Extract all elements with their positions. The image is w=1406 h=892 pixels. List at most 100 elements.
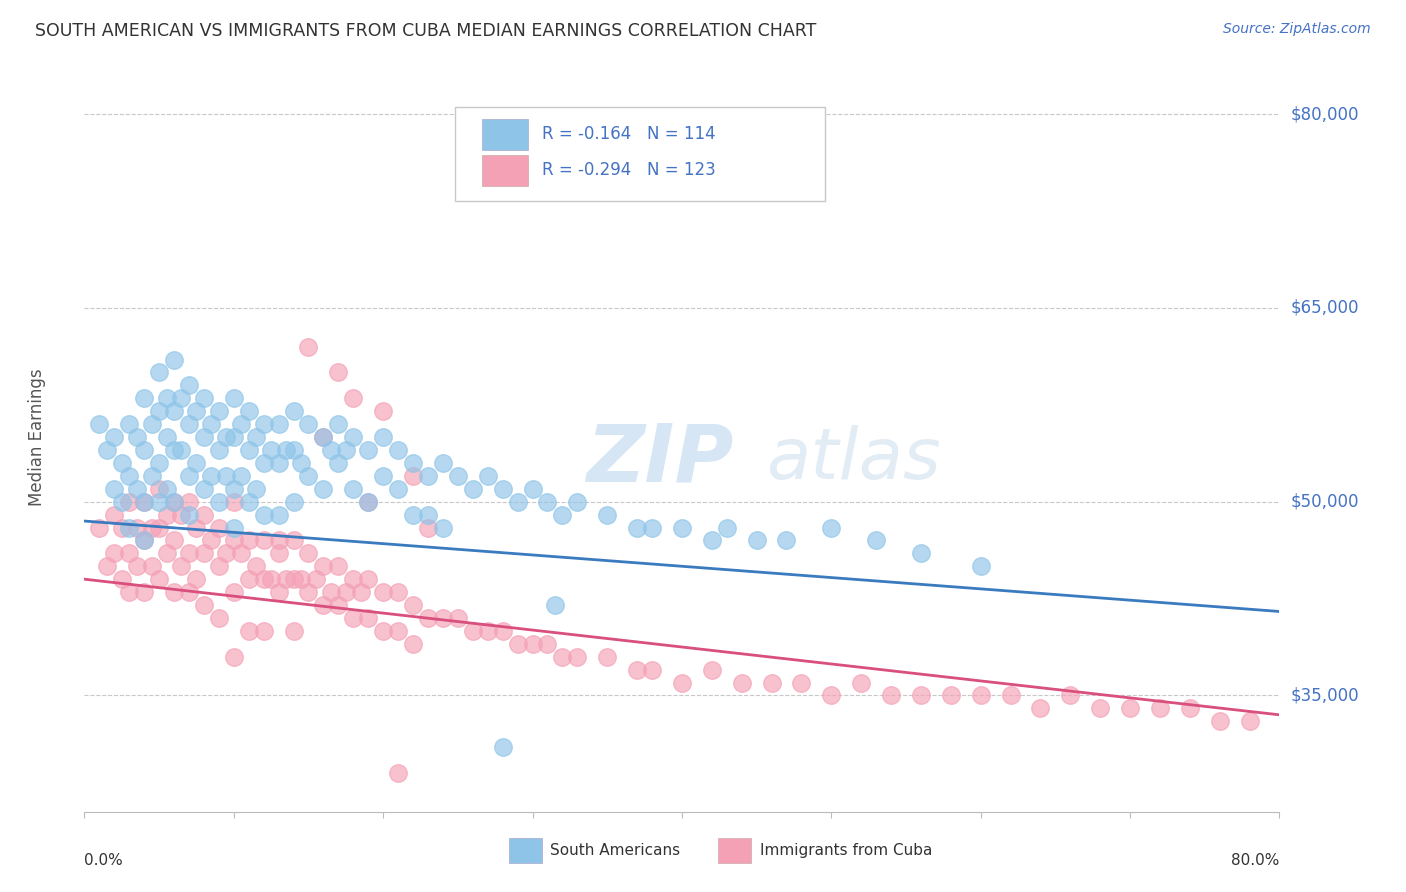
Point bbox=[1119, 701, 1142, 715]
Point bbox=[328, 366, 350, 380]
Text: $50,000: $50,000 bbox=[1291, 492, 1360, 511]
Point bbox=[89, 417, 111, 432]
Point bbox=[208, 494, 231, 508]
Point bbox=[267, 546, 290, 560]
Point bbox=[186, 456, 208, 470]
Point bbox=[522, 482, 544, 496]
Point bbox=[342, 392, 364, 406]
Point bbox=[312, 482, 335, 496]
Point bbox=[328, 559, 350, 574]
Point bbox=[851, 675, 873, 690]
Point bbox=[177, 468, 200, 483]
Point bbox=[432, 520, 454, 534]
Point bbox=[551, 649, 574, 664]
Point bbox=[357, 494, 380, 508]
Point bbox=[267, 585, 290, 599]
Point bbox=[283, 572, 305, 586]
Point bbox=[222, 494, 245, 508]
Point bbox=[283, 624, 305, 638]
Point bbox=[416, 520, 439, 534]
Point bbox=[290, 456, 312, 470]
Point bbox=[96, 559, 118, 574]
Point bbox=[761, 675, 783, 690]
Point bbox=[245, 559, 267, 574]
Point bbox=[342, 482, 364, 496]
Point bbox=[335, 442, 357, 457]
Point bbox=[492, 624, 515, 638]
Point bbox=[125, 430, 148, 444]
Point bbox=[260, 442, 283, 457]
Point bbox=[319, 442, 342, 457]
Point bbox=[328, 456, 350, 470]
Point bbox=[163, 585, 186, 599]
Point bbox=[125, 520, 148, 534]
Point bbox=[111, 494, 134, 508]
Point bbox=[155, 482, 177, 496]
Point bbox=[238, 624, 260, 638]
Text: $65,000: $65,000 bbox=[1291, 299, 1360, 317]
Point bbox=[671, 675, 693, 690]
Text: $35,000: $35,000 bbox=[1291, 687, 1360, 705]
Point bbox=[492, 482, 515, 496]
Point bbox=[402, 508, 425, 522]
Point bbox=[267, 417, 290, 432]
Point bbox=[200, 417, 222, 432]
Point bbox=[626, 663, 648, 677]
Point bbox=[461, 482, 484, 496]
Point bbox=[111, 520, 134, 534]
Point bbox=[551, 508, 574, 522]
Point bbox=[402, 468, 425, 483]
Point bbox=[387, 442, 409, 457]
Point bbox=[416, 508, 439, 522]
Point bbox=[132, 494, 156, 508]
Point bbox=[141, 559, 163, 574]
Point bbox=[132, 585, 156, 599]
Point bbox=[1149, 701, 1171, 715]
Point bbox=[200, 533, 222, 548]
Point bbox=[170, 392, 193, 406]
Point bbox=[283, 404, 305, 418]
Bar bbox=[482, 119, 527, 150]
Point bbox=[416, 611, 439, 625]
Point bbox=[416, 468, 439, 483]
Point bbox=[880, 689, 903, 703]
Point bbox=[103, 546, 125, 560]
Point bbox=[125, 559, 148, 574]
Point bbox=[186, 572, 208, 586]
Point bbox=[141, 417, 163, 432]
Point bbox=[148, 366, 170, 380]
Point bbox=[350, 585, 373, 599]
Point bbox=[267, 508, 290, 522]
Point bbox=[357, 611, 380, 625]
Point bbox=[148, 456, 170, 470]
Point bbox=[208, 520, 231, 534]
Point bbox=[328, 417, 350, 432]
Point bbox=[193, 392, 215, 406]
Point bbox=[245, 482, 267, 496]
Point bbox=[177, 508, 200, 522]
Point bbox=[186, 520, 208, 534]
Point bbox=[111, 456, 134, 470]
Point bbox=[641, 520, 664, 534]
Text: Source: ZipAtlas.com: Source: ZipAtlas.com bbox=[1223, 22, 1371, 37]
Point bbox=[132, 494, 156, 508]
Point bbox=[373, 430, 395, 444]
Point bbox=[208, 611, 231, 625]
Point bbox=[103, 482, 125, 496]
Point bbox=[148, 404, 170, 418]
Point bbox=[118, 468, 141, 483]
Point bbox=[238, 404, 260, 418]
Bar bbox=[718, 838, 751, 863]
Point bbox=[222, 392, 245, 406]
Point bbox=[222, 585, 245, 599]
Point bbox=[163, 494, 186, 508]
Point bbox=[208, 442, 231, 457]
Point bbox=[148, 482, 170, 496]
Point bbox=[155, 430, 177, 444]
Point bbox=[193, 546, 215, 560]
Point bbox=[820, 689, 842, 703]
Text: R = -0.294   N = 123: R = -0.294 N = 123 bbox=[543, 161, 716, 178]
Point bbox=[297, 340, 319, 354]
Point bbox=[200, 468, 222, 483]
Point bbox=[387, 482, 409, 496]
